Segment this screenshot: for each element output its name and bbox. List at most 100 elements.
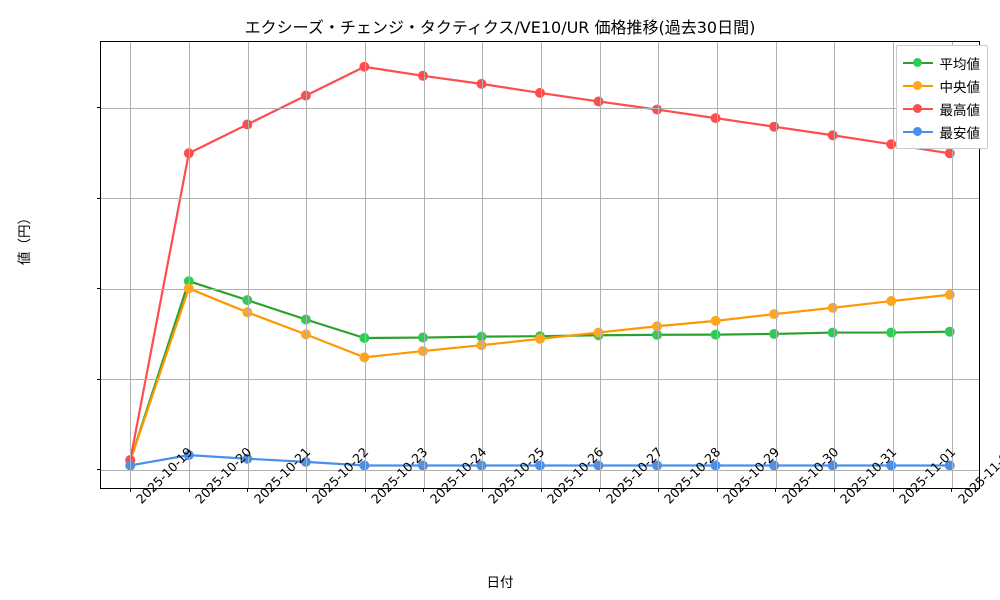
legend-label: 最高値 [939, 102, 981, 119]
data-point [300, 456, 311, 467]
x-tick-mark [423, 488, 425, 492]
data-point [652, 460, 663, 471]
gridline-vertical [541, 42, 542, 488]
y-tick-mark [97, 378, 101, 380]
legend-swatch-icon [902, 102, 933, 116]
y-axis-label: 値（円） [17, 211, 33, 265]
data-point [886, 296, 897, 307]
data-point [417, 346, 428, 357]
data-point [710, 315, 721, 326]
legend-swatch-icon [902, 56, 933, 70]
data-point [359, 352, 370, 363]
data-point [300, 314, 311, 325]
data-point [242, 453, 253, 464]
data-point [125, 460, 136, 471]
data-point [944, 326, 955, 337]
gridline-vertical [951, 42, 953, 488]
gridline-vertical [482, 42, 484, 488]
gridline-vertical [189, 42, 190, 488]
data-point [359, 333, 370, 343]
gridline-vertical [365, 42, 366, 488]
x-tick-label: 2025-10-22 [309, 444, 371, 506]
y-tick-mark [97, 288, 101, 290]
legend-item-1[interactable]: 中央値 [902, 74, 981, 97]
legend-label: 中央値 [939, 79, 981, 96]
legend-swatch-icon [902, 79, 933, 93]
x-tick-label: 2025-10-29 [720, 444, 782, 506]
x-tick-label: 2025-10-23 [368, 444, 430, 506]
gridline-horizontal [101, 107, 979, 109]
data-point [535, 333, 545, 344]
x-tick-label: 2025-11-02 [955, 444, 1000, 506]
gridline-vertical [599, 42, 601, 488]
data-point [242, 119, 253, 130]
y-tick-mark [97, 107, 101, 109]
chart-legend: 平均値中央値最高値最安値 [895, 45, 988, 149]
x-tick-mark [892, 488, 894, 492]
legend-item-2[interactable]: 最高値 [902, 97, 981, 120]
x-tick-mark [129, 488, 131, 492]
data-point [476, 460, 487, 471]
x-tick-label: 2025-10-19 [133, 444, 195, 506]
gridline-horizontal [101, 469, 979, 471]
data-point [359, 61, 370, 72]
y-tick-mark [97, 469, 101, 471]
data-point [827, 130, 838, 141]
data-point [827, 302, 838, 313]
data-point [944, 289, 955, 300]
x-tick-mark [716, 488, 718, 492]
x-tick-label: 2025-10-31 [837, 444, 899, 506]
data-point [476, 340, 487, 351]
data-point [652, 329, 663, 340]
data-point [886, 139, 897, 150]
data-point [535, 87, 545, 98]
data-point [535, 460, 545, 471]
legend-swatch-icon [902, 125, 933, 139]
data-point [183, 276, 194, 287]
data-point [300, 329, 311, 340]
series-line-1 [129, 287, 951, 462]
x-tick-mark [951, 488, 953, 492]
x-tick-mark [364, 488, 366, 492]
data-point [359, 460, 370, 471]
x-tick-label: 2025-10-28 [661, 444, 723, 506]
x-axis-label: 日付 [486, 575, 514, 591]
x-tick-label: 2025-11-01 [896, 444, 958, 506]
gridline-horizontal [101, 198, 979, 200]
x-tick-label: 2025-10-27 [603, 444, 665, 506]
legend-label: 最安値 [939, 125, 981, 142]
data-point [593, 96, 604, 107]
data-point [242, 295, 253, 306]
x-tick-mark [540, 488, 542, 492]
data-point [710, 460, 721, 471]
x-tick-mark [833, 488, 835, 492]
x-tick-mark [657, 488, 659, 492]
data-point [242, 307, 253, 318]
gridline-vertical [130, 42, 132, 488]
legend-item-3[interactable]: 最安値 [902, 120, 981, 143]
data-point [183, 148, 194, 159]
x-tick-label: 2025-10-30 [779, 444, 841, 506]
x-tick-label: 2025-10-21 [251, 444, 313, 506]
series-line-2 [129, 65, 951, 462]
data-point [593, 460, 604, 471]
gridline-vertical [423, 42, 425, 488]
data-point [417, 460, 428, 471]
x-tick-mark [188, 488, 190, 492]
data-point [417, 332, 428, 343]
gridline-vertical [658, 42, 660, 488]
data-point [769, 309, 780, 320]
data-point [886, 327, 897, 338]
gridline-vertical [775, 42, 777, 488]
data-point [476, 78, 487, 89]
data-point [710, 113, 721, 124]
data-point [417, 70, 428, 81]
gridline-vertical [834, 42, 836, 488]
legend-item-0[interactable]: 平均値 [902, 51, 980, 74]
data-point [300, 90, 311, 101]
x-tick-mark [599, 488, 601, 492]
y-tick-mark [97, 197, 101, 199]
gridline-vertical [247, 42, 249, 488]
x-tick-mark [305, 488, 307, 492]
data-point [944, 148, 955, 159]
